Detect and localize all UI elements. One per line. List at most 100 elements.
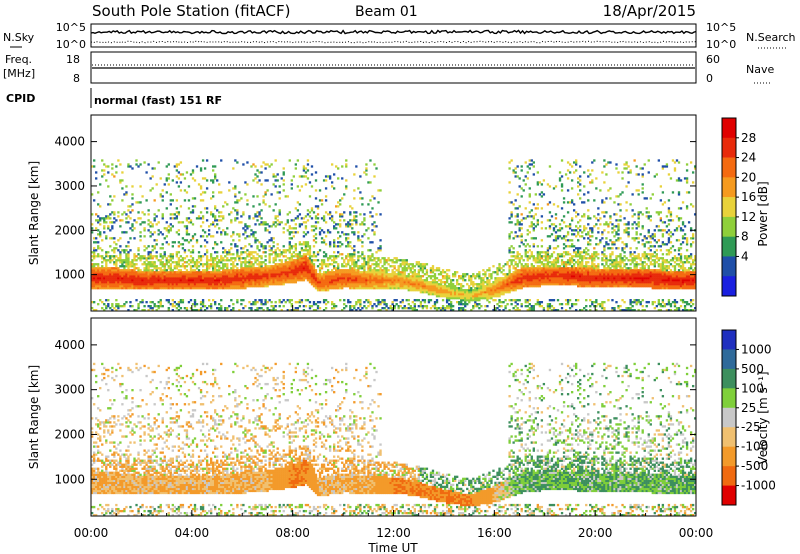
power-cell [298,255,302,258]
power-cell [268,309,271,311]
power-cell [93,309,96,311]
power-cell [256,281,259,284]
power-cell [296,209,300,212]
power-cell [280,273,283,276]
power-cell [389,275,392,278]
power-cell [540,283,544,286]
power-cell [175,207,179,210]
power-cell [524,277,527,280]
power-cell [119,225,122,228]
power-cell [349,277,352,280]
power-cell [185,277,189,280]
power-cell [542,273,546,276]
power-cell [304,249,308,252]
power-cell [367,275,370,278]
power-cell [324,179,328,182]
power-cell [528,159,531,162]
power-cell [308,211,312,214]
power-cell [476,273,479,276]
power-cell [518,235,521,238]
power-cell [520,241,523,244]
power-cell [478,285,481,288]
power-cell [250,269,253,272]
power-cell [147,255,150,258]
power-cell [147,263,150,266]
power-cell [173,285,176,288]
power-cell [514,255,517,258]
power-cell [143,275,146,278]
power-cell [516,223,519,226]
power-cell [373,283,376,286]
power-cell [105,217,108,220]
power-cell [181,279,185,282]
power-cell [552,281,556,284]
power-cell [369,277,372,280]
power-cell [195,275,199,278]
power-cell [314,217,318,220]
power-cell [328,287,332,290]
power-cell [373,257,376,260]
power-cell [393,287,396,290]
power-cell [330,301,334,304]
power-cell [268,269,271,272]
power-cell [167,309,170,311]
power-cell [464,279,467,282]
power-cell [306,265,310,268]
power-cell [326,273,330,276]
power-cell [409,285,412,288]
power-cell [375,279,378,282]
power-cell [447,275,451,278]
power-cell [115,265,118,268]
power-cell [161,257,164,260]
power-cell [316,273,320,276]
power-cell [478,303,481,306]
power-cell [437,287,441,290]
power-cell [101,285,104,288]
power-cell [226,307,229,310]
power-cell [214,273,217,276]
power-cell [149,235,152,238]
power-cell [379,189,382,192]
power-cell [558,177,562,180]
power-cell [125,249,128,252]
power-cell [278,259,281,262]
power-cell [538,277,542,280]
power-cell [512,169,515,172]
power-cell [264,259,267,262]
power-cell [123,287,126,290]
power-cell [369,249,372,252]
power-cell [143,235,146,238]
power-cell [296,271,300,274]
power-cell [425,269,429,272]
power-cell [516,213,519,216]
power-cell [183,265,187,268]
power-cell [220,275,223,278]
power-cell [343,299,346,302]
power-cell [258,261,261,264]
power-cell [300,299,304,302]
power-cell [252,273,255,276]
power-cell [111,303,114,306]
power-cell [258,307,261,310]
power-cell [328,175,332,178]
power-cell [417,275,421,278]
power-cell [518,221,521,224]
power-cell [274,259,277,262]
power-cell [377,285,380,288]
power-cell [238,287,241,290]
power-cell [310,277,314,280]
power-cell [131,281,134,284]
power-cell [260,267,263,270]
power-cell [125,269,128,272]
power-cell [282,283,285,286]
power-cell [163,273,166,276]
power-cell [107,165,110,168]
power-cell [365,299,368,302]
power-cell [538,181,542,184]
power-cell [538,253,542,256]
power-cell [173,261,176,264]
power-cell [290,269,293,272]
power-cell [201,217,205,220]
power-cell [228,271,231,274]
power-cell [201,299,205,302]
